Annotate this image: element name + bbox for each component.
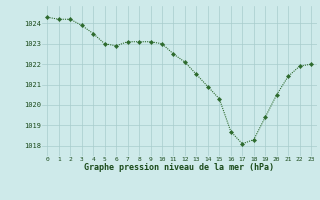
X-axis label: Graphe pression niveau de la mer (hPa): Graphe pression niveau de la mer (hPa): [84, 163, 274, 172]
